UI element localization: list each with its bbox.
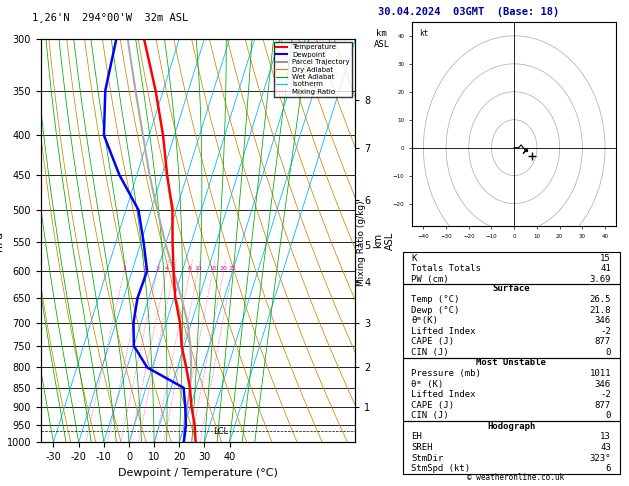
Text: 0: 0 [606, 348, 611, 357]
Text: 3: 3 [155, 266, 159, 271]
Text: CIN (J): CIN (J) [411, 411, 449, 420]
Legend: Temperature, Dewpoint, Parcel Trajectory, Dry Adiabat, Wet Adiabat, Isotherm, Mi: Temperature, Dewpoint, Parcel Trajectory… [274, 42, 352, 97]
Text: 2: 2 [143, 266, 147, 271]
Text: CAPE (J): CAPE (J) [411, 400, 454, 410]
Text: Surface: Surface [493, 284, 530, 294]
Text: Lifted Index: Lifted Index [411, 327, 476, 336]
Text: StmSpd (kt): StmSpd (kt) [411, 464, 470, 473]
Text: Dewp (°C): Dewp (°C) [411, 306, 460, 314]
Text: 346: 346 [595, 380, 611, 388]
Text: 6: 6 [606, 464, 611, 473]
Text: 10: 10 [194, 266, 202, 271]
Text: θᵐ (K): θᵐ (K) [411, 380, 443, 388]
Text: Hodograph: Hodograph [487, 422, 535, 431]
Text: 3.69: 3.69 [589, 275, 611, 284]
Text: LCL: LCL [213, 427, 228, 435]
Text: Lifted Index: Lifted Index [411, 390, 476, 399]
Text: 1¸26'N  294°00'W  32m ASL: 1¸26'N 294°00'W 32m ASL [32, 12, 188, 22]
Text: Pressure (mb): Pressure (mb) [411, 369, 481, 378]
Text: Mixing Ratio (g/kg): Mixing Ratio (g/kg) [357, 200, 366, 286]
Text: 8: 8 [188, 266, 192, 271]
Text: 21.8: 21.8 [589, 306, 611, 314]
Text: © weatheronline.co.uk: © weatheronline.co.uk [467, 473, 564, 482]
Text: Temp (°C): Temp (°C) [411, 295, 460, 304]
Text: SREH: SREH [411, 443, 433, 452]
Text: 13: 13 [600, 433, 611, 441]
Text: -2: -2 [600, 327, 611, 336]
Text: θᵐ(K): θᵐ(K) [411, 316, 438, 325]
Text: 4: 4 [165, 266, 169, 271]
Text: K: K [411, 254, 416, 263]
Text: 43: 43 [600, 443, 611, 452]
Text: StmDir: StmDir [411, 453, 443, 463]
Text: Totals Totals: Totals Totals [411, 264, 481, 274]
Text: 877: 877 [595, 337, 611, 347]
Text: 41: 41 [600, 264, 611, 274]
Text: 20: 20 [220, 266, 228, 271]
Text: EH: EH [411, 433, 422, 441]
Text: 1: 1 [123, 266, 126, 271]
Text: CAPE (J): CAPE (J) [411, 337, 454, 347]
Text: 1011: 1011 [589, 369, 611, 378]
Y-axis label: km
ASL: km ASL [374, 231, 395, 250]
Text: Most Unstable: Most Unstable [476, 358, 546, 367]
Text: 323°: 323° [589, 453, 611, 463]
Text: 26.5: 26.5 [589, 295, 611, 304]
Y-axis label: hPa: hPa [0, 230, 4, 251]
Text: km
ASL: km ASL [374, 29, 390, 49]
Text: 5: 5 [172, 266, 176, 271]
Text: 30.04.2024  03GMT  (Base: 18): 30.04.2024 03GMT (Base: 18) [378, 7, 559, 17]
Text: 877: 877 [595, 400, 611, 410]
Text: CIN (J): CIN (J) [411, 348, 449, 357]
Text: kt: kt [419, 29, 428, 38]
Text: 15: 15 [209, 266, 217, 271]
X-axis label: Dewpoint / Temperature (°C): Dewpoint / Temperature (°C) [118, 468, 278, 478]
Text: -2: -2 [600, 390, 611, 399]
Text: 0: 0 [606, 411, 611, 420]
Text: 346: 346 [595, 316, 611, 325]
Text: 15: 15 [600, 254, 611, 263]
Text: PW (cm): PW (cm) [411, 275, 449, 284]
Text: 25: 25 [228, 266, 237, 271]
